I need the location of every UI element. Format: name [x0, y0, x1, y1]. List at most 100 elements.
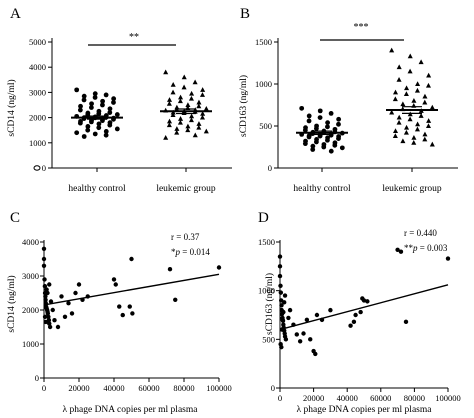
data-point	[411, 140, 417, 145]
data-point	[297, 339, 303, 344]
stat-r-d: r = 0.440	[404, 228, 437, 238]
data-point	[389, 47, 395, 53]
data-point	[167, 118, 173, 124]
data-point	[286, 315, 291, 321]
data-point	[74, 130, 80, 136]
axes	[48, 38, 232, 172]
y-axis-label-b: sCD163 (ng/ml)	[238, 75, 249, 137]
data-point	[107, 122, 113, 128]
data-point	[325, 120, 330, 126]
data-point	[411, 98, 417, 103]
data-point	[393, 128, 399, 133]
panel-letter-d: D	[258, 210, 269, 226]
axes	[276, 240, 449, 392]
category-label-leukemic-b: leukemic group	[382, 184, 442, 194]
data-point	[111, 96, 117, 102]
data-point	[393, 89, 399, 95]
data-point	[445, 256, 451, 261]
data-point	[306, 134, 312, 140]
data-point	[89, 119, 94, 125]
panel-c: C sCD14 (ng/ml) λ phage DNA copies per m…	[6, 210, 232, 415]
x-tick-label: 60000	[138, 383, 159, 393]
data-point	[196, 124, 202, 130]
data-point	[41, 263, 47, 268]
x-tick-label: 20000	[68, 383, 89, 393]
data-point	[43, 294, 48, 299]
panel-letter-a: A	[10, 6, 21, 22]
data-point	[429, 141, 435, 147]
data-point	[114, 126, 120, 132]
data-point	[77, 107, 83, 113]
axes	[274, 38, 458, 172]
data-point	[407, 116, 413, 122]
data-point	[111, 277, 117, 282]
data-point	[407, 68, 413, 74]
data-point	[196, 121, 202, 126]
data-point	[203, 128, 209, 134]
data-point	[317, 108, 323, 114]
data-point	[348, 323, 353, 328]
y-tick-label: 1000	[29, 138, 46, 148]
data-point	[396, 64, 402, 70]
data-point	[415, 121, 421, 127]
data-point	[328, 111, 334, 116]
category-label-healthy-a: healthy control	[68, 184, 126, 194]
data-point	[425, 82, 431, 88]
data-point	[403, 129, 409, 135]
data-point	[177, 98, 183, 104]
data-point	[426, 72, 432, 78]
data-point	[361, 298, 367, 303]
data-point	[418, 113, 424, 118]
data-point	[339, 145, 345, 151]
data-point	[287, 307, 293, 313]
data-point	[422, 99, 428, 105]
data-point	[403, 319, 409, 325]
x-tick-label: 20000	[303, 393, 324, 403]
data-point	[181, 84, 187, 90]
data-point	[185, 127, 191, 133]
data-point	[45, 311, 51, 316]
data-point	[47, 324, 53, 330]
data-point	[163, 134, 169, 140]
data-point	[314, 139, 319, 145]
stat-p-prefix-d: **	[404, 243, 414, 253]
data-point	[89, 105, 94, 110]
data-point	[42, 284, 48, 289]
data-point	[392, 96, 398, 102]
data-point	[308, 337, 313, 342]
data-point	[69, 311, 75, 316]
data-point	[192, 132, 198, 138]
data-point	[76, 282, 82, 287]
data-point	[277, 273, 283, 279]
data-point	[365, 299, 370, 304]
data-point	[185, 102, 191, 107]
marks-d: 0 500 1000 1500 0 20000 40000 60000 80000 100000	[258, 237, 461, 403]
data-point	[415, 81, 421, 86]
data-point	[85, 124, 91, 129]
data-point	[400, 138, 406, 144]
data-point	[52, 318, 57, 323]
x-tick-label: 0	[42, 383, 46, 393]
data-point	[96, 121, 102, 127]
data-point	[96, 125, 102, 131]
data-point	[103, 129, 109, 134]
data-point	[425, 123, 431, 128]
data-point	[170, 112, 176, 118]
data-point	[281, 309, 286, 315]
data-point	[81, 134, 87, 139]
data-point	[167, 97, 173, 102]
y-tick-label: 500	[259, 121, 272, 131]
data-point	[277, 254, 283, 259]
zero-marker	[33, 165, 41, 171]
data-point	[188, 117, 194, 123]
y-tick-label: 1500	[255, 37, 272, 47]
data-point	[192, 79, 198, 85]
data-point	[42, 277, 47, 282]
data-point	[43, 301, 48, 306]
data-point	[328, 148, 334, 154]
data-point	[302, 127, 308, 133]
data-point	[301, 331, 306, 336]
stat-p-d: **p = 0.003	[404, 243, 448, 253]
data-point	[291, 322, 296, 327]
data-point	[283, 337, 289, 342]
